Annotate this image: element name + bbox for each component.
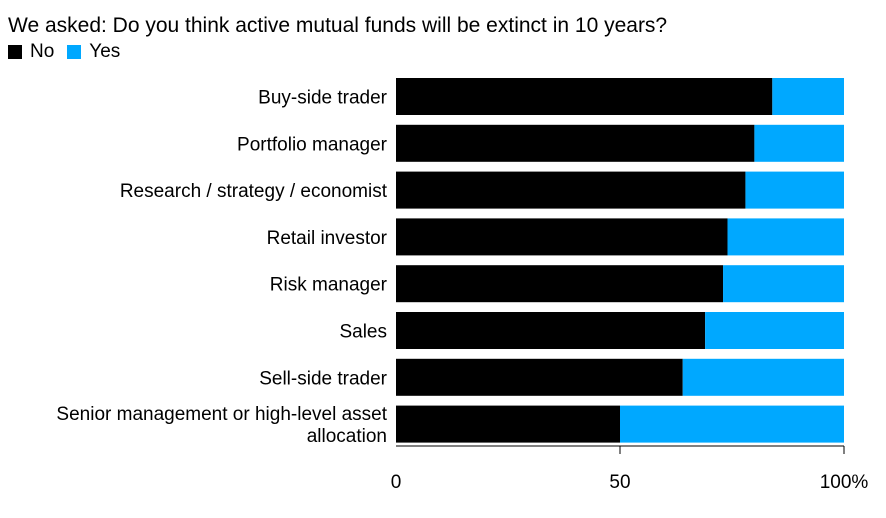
category-label-5: Sales [339, 322, 387, 343]
bar-no-0 [396, 78, 773, 115]
bar-yes-1 [754, 124, 844, 162]
bar-no-4 [396, 265, 724, 303]
bar-yes-6 [682, 358, 844, 396]
bar-yes-5 [705, 312, 844, 349]
bar-no-6 [396, 358, 683, 396]
chart-title: We asked: Do you think active mutual fun… [8, 14, 668, 37]
bar-no-1 [396, 124, 755, 162]
category-label-6: Sell-side trader [259, 368, 387, 389]
legend-swatch-yes [67, 45, 82, 59]
x-tick-label-0: 0 [391, 472, 402, 493]
bar-yes-3 [727, 218, 844, 256]
category-label-4: Risk manager [270, 275, 388, 296]
category-label-1: Portfolio manager [237, 134, 388, 155]
legend-label-yes: Yes [89, 41, 121, 62]
legend-item-yes: Yes [67, 40, 120, 64]
category-label-7-line-1: allocation [307, 426, 387, 447]
bar-yes-4 [723, 265, 844, 303]
x-tick-label-2: 100% [820, 472, 869, 493]
bar-no-3 [396, 218, 728, 256]
x-tick-label-1: 50 [609, 472, 630, 493]
bar-yes-2 [745, 171, 844, 209]
bar-no-2 [396, 171, 746, 209]
category-label-7-line-0: Senior management or high-level asset [56, 404, 387, 425]
bar-no-7 [396, 405, 620, 443]
category-label-3: Retail investor [267, 228, 388, 249]
bar-yes-0 [772, 78, 844, 115]
category-label-0: Buy-side trader [258, 88, 388, 109]
category-label-2: Research / strategy / economist [120, 181, 388, 202]
bar-yes-7 [620, 405, 844, 443]
legend-item-no: No [8, 40, 54, 64]
bar-no-5 [396, 312, 706, 349]
legend-label-no: No [30, 41, 55, 62]
legend-swatch-no [8, 45, 22, 59]
chart-legend: No Yes [8, 40, 133, 64]
